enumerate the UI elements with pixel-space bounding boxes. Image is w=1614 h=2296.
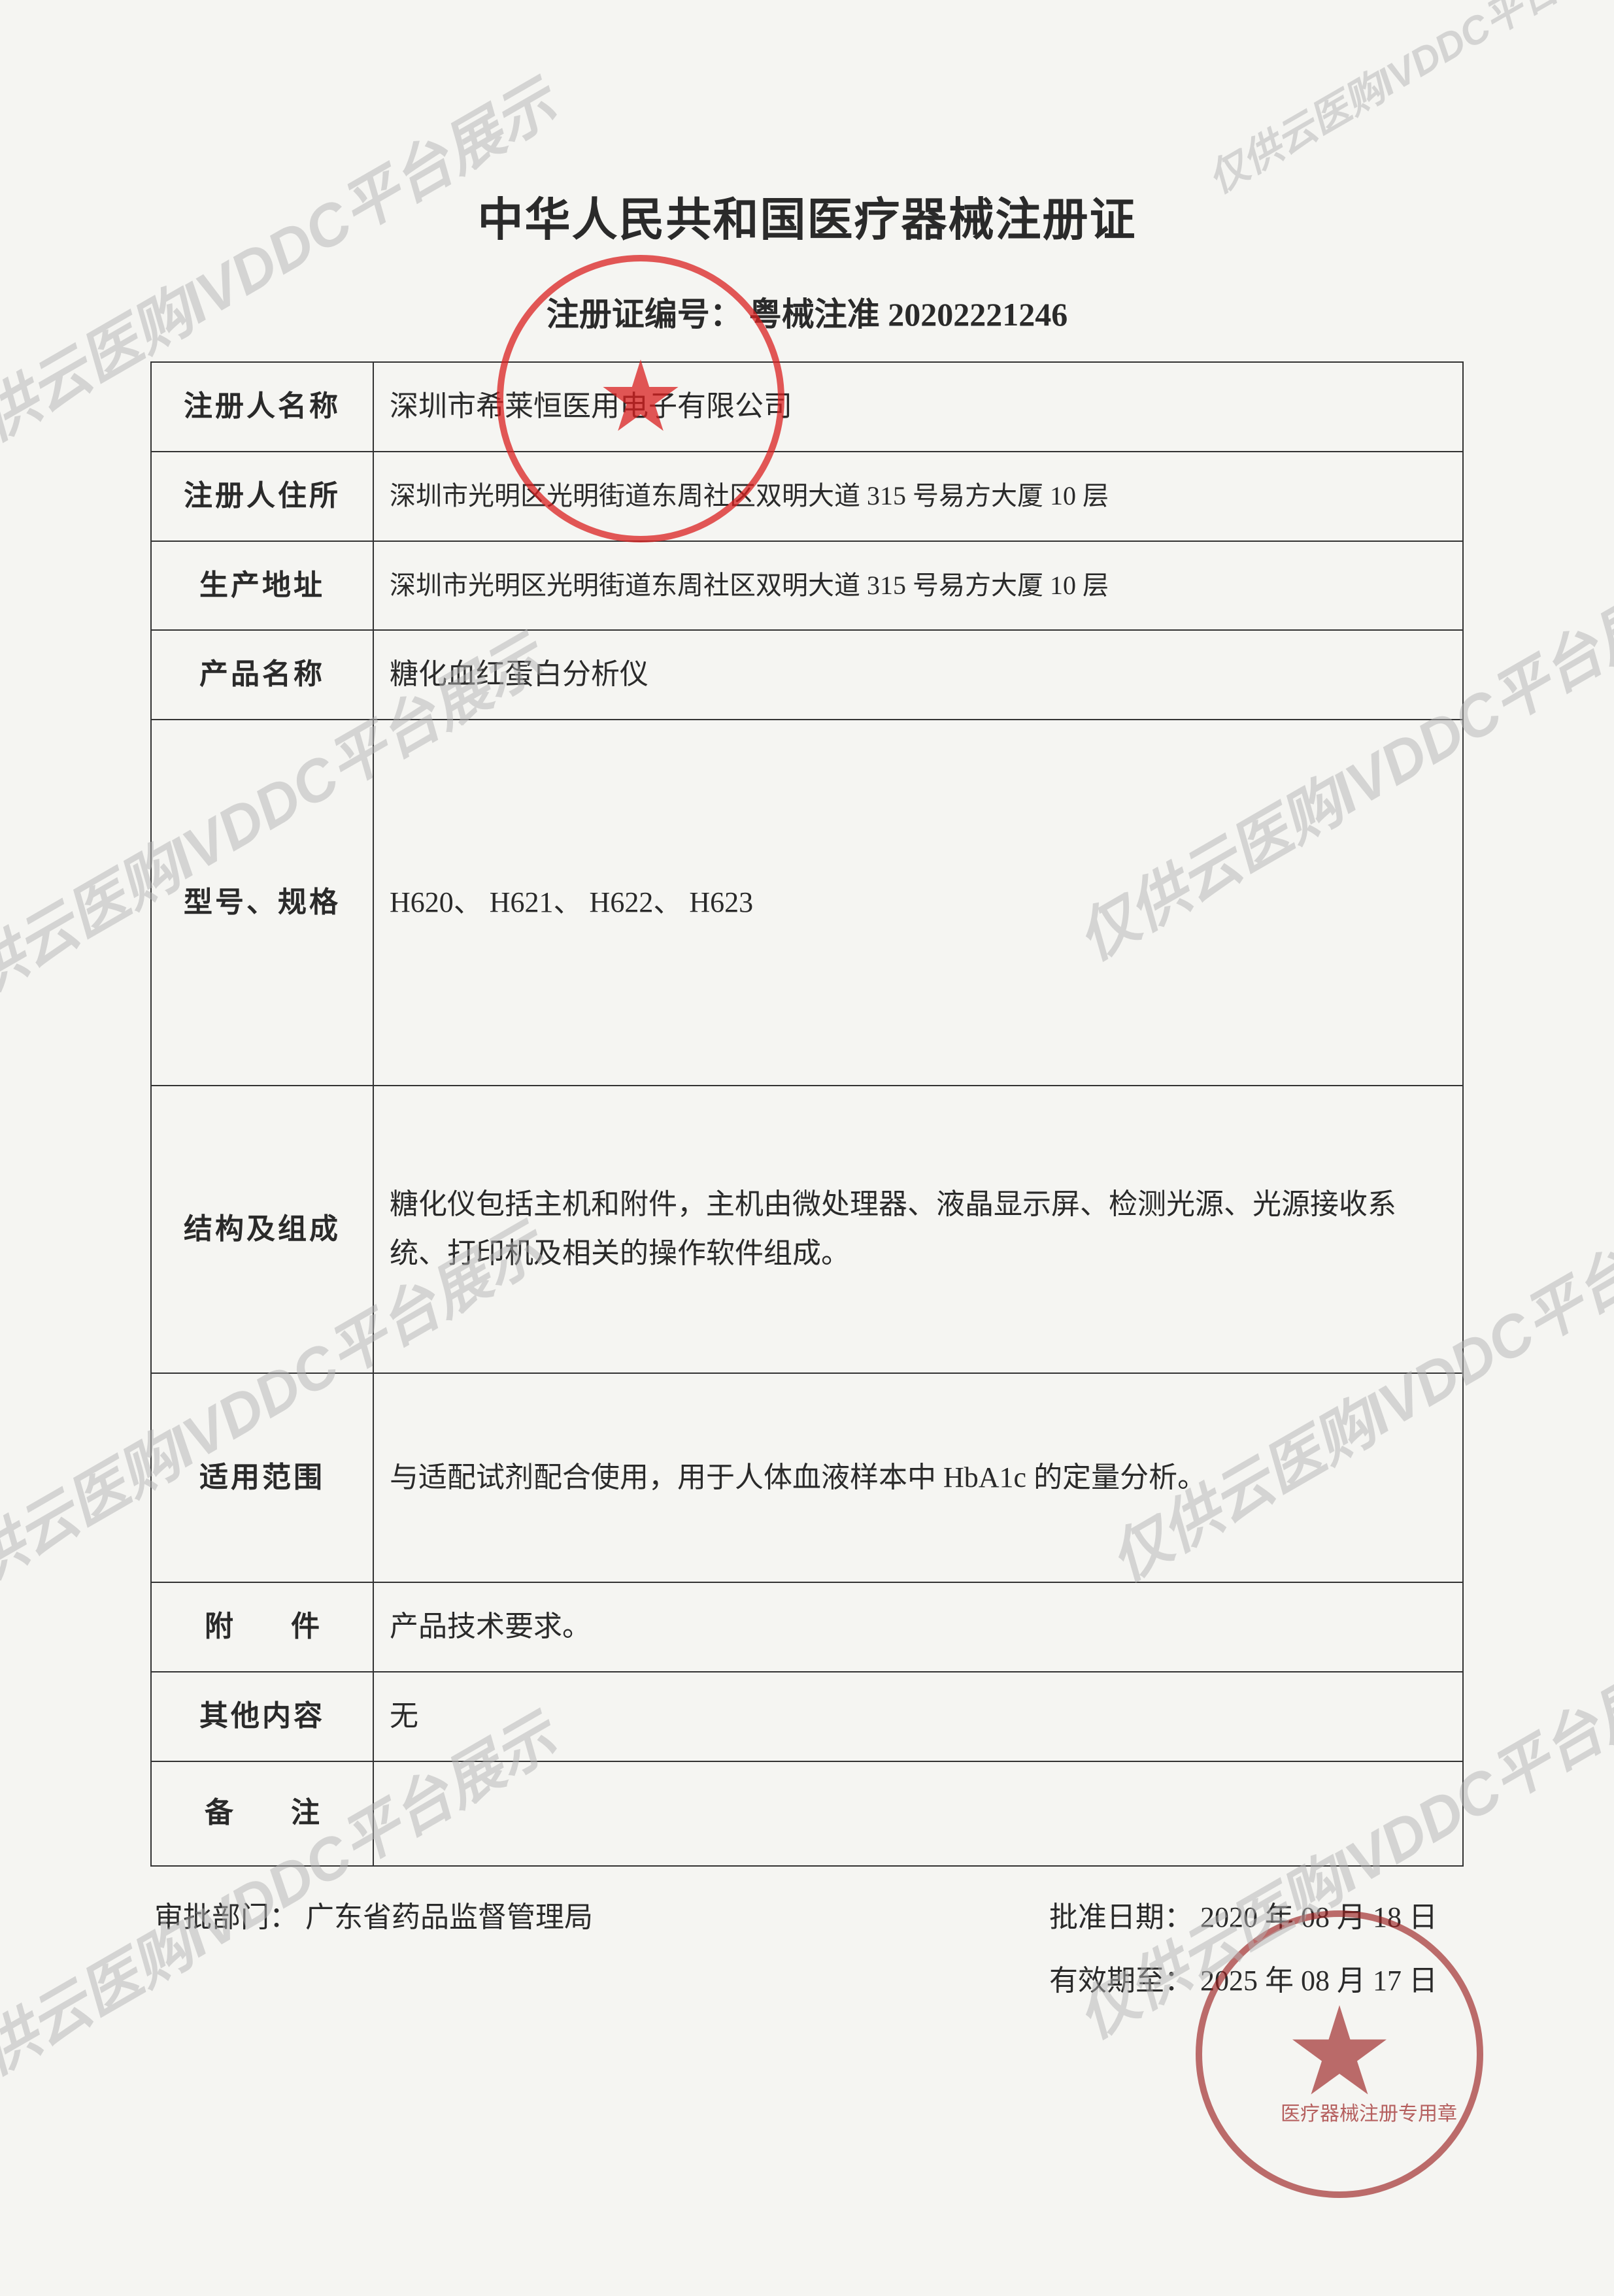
watermark-text: 仅供云医购IVDDC平台展示 xyxy=(1196,0,1614,205)
footer-right: 批准日期： 2020 年 08 月 18 日 有效期至： 2025 年 08 月… xyxy=(1049,1886,1464,2013)
stamp-text-bottom: 医疗器械注册专用章 xyxy=(1281,2097,1457,2126)
label-registrant-address: 注册人住所 xyxy=(151,452,373,541)
table-row: 注册人名称 深圳市希莱恒医用电子有限公司 xyxy=(151,362,1463,452)
label-registrant-name: 注册人名称 xyxy=(151,362,373,452)
value-other: 无 xyxy=(373,1672,1463,1761)
table-row: 附 件 产品技术要求。 xyxy=(151,1582,1463,1672)
footer-row: 审批部门： 广东省药品监督管理局 批准日期： 2020 年 08 月 18 日 … xyxy=(150,1886,1464,2013)
value-structure: 糖化仪包括主机和附件，主机由微处理器、液晶显示屏、检测光源、光源接收系统、打印机… xyxy=(373,1086,1463,1373)
table-row: 备 注 xyxy=(151,1761,1463,1866)
label-remarks: 备 注 xyxy=(151,1761,373,1866)
table-row: 适用范围 与适配试剂配合使用，用于人体血液样本中 HbA1c 的定量分析。 xyxy=(151,1373,1463,1582)
table-row: 生产地址 深圳市光明区光明街道东周社区双明大道 315 号易方大厦 10 层 xyxy=(151,541,1463,631)
value-registrant-name: 深圳市希莱恒医用电子有限公司 xyxy=(373,362,1463,452)
table-row: 结构及组成 糖化仪包括主机和附件，主机由微处理器、液晶显示屏、检测光源、光源接收… xyxy=(151,1086,1463,1373)
label-product-name: 产品名称 xyxy=(151,630,373,720)
cert-number-row: 注册证编号：粤械注准 20202221246 xyxy=(150,288,1464,335)
approval-date-value: 2020 年 08 月 18 日 xyxy=(1200,1901,1437,1933)
label-production-address: 生产地址 xyxy=(151,541,373,631)
approval-dept-value: 广东省药品监督管理局 xyxy=(305,1901,593,1933)
table-row: 型号、规格 H620、 H621、 H622、 H623 xyxy=(151,720,1463,1086)
value-scope: 与适配试剂配合使用，用于人体血液样本中 HbA1c 的定量分析。 xyxy=(373,1373,1463,1582)
table-row: 注册人住所 深圳市光明区光明街道东周社区双明大道 315 号易方大厦 10 层 xyxy=(151,452,1463,541)
approval-date-label: 批准日期： xyxy=(1049,1901,1193,1933)
cert-number-label: 注册证编号： xyxy=(546,296,743,333)
approval-dept-label: 审批部门： xyxy=(154,1901,298,1933)
table-row: 其他内容 无 xyxy=(151,1672,1463,1761)
valid-until-label: 有效期至： xyxy=(1049,1965,1193,1997)
certificate-page: 中华人民共和国医疗器械注册证 注册证编号：粤械注准 20202221246 注册… xyxy=(150,183,1464,2012)
label-other: 其他内容 xyxy=(151,1672,373,1761)
table-row: 产品名称 糖化血红蛋白分析仪 xyxy=(151,630,1463,720)
value-attachment: 产品技术要求。 xyxy=(373,1582,1463,1672)
value-registrant-address: 深圳市光明区光明街道东周社区双明大道 315 号易方大厦 10 层 xyxy=(373,452,1463,541)
label-structure: 结构及组成 xyxy=(151,1086,373,1373)
footer-left: 审批部门： 广东省药品监督管理局 xyxy=(150,1886,593,2013)
value-remarks xyxy=(373,1761,1463,1866)
value-production-address: 深圳市光明区光明街道东周社区双明大道 315 号易方大厦 10 层 xyxy=(373,541,1463,631)
label-scope: 适用范围 xyxy=(151,1373,373,1582)
value-model-spec: H620、 H621、 H622、 H623 xyxy=(373,720,1463,1086)
page-title: 中华人民共和国医疗器械注册证 xyxy=(150,183,1464,249)
value-product-name: 糖化血红蛋白分析仪 xyxy=(373,630,1463,720)
certificate-table: 注册人名称 深圳市希莱恒医用电子有限公司 注册人住所 深圳市光明区光明街道东周社… xyxy=(150,361,1464,1867)
valid-until-value: 2025 年 08 月 17 日 xyxy=(1200,1965,1437,1997)
cert-number-value: 粤械注准 20202221246 xyxy=(749,296,1068,333)
label-model-spec: 型号、规格 xyxy=(151,720,373,1086)
label-attachment: 附 件 xyxy=(151,1582,373,1672)
